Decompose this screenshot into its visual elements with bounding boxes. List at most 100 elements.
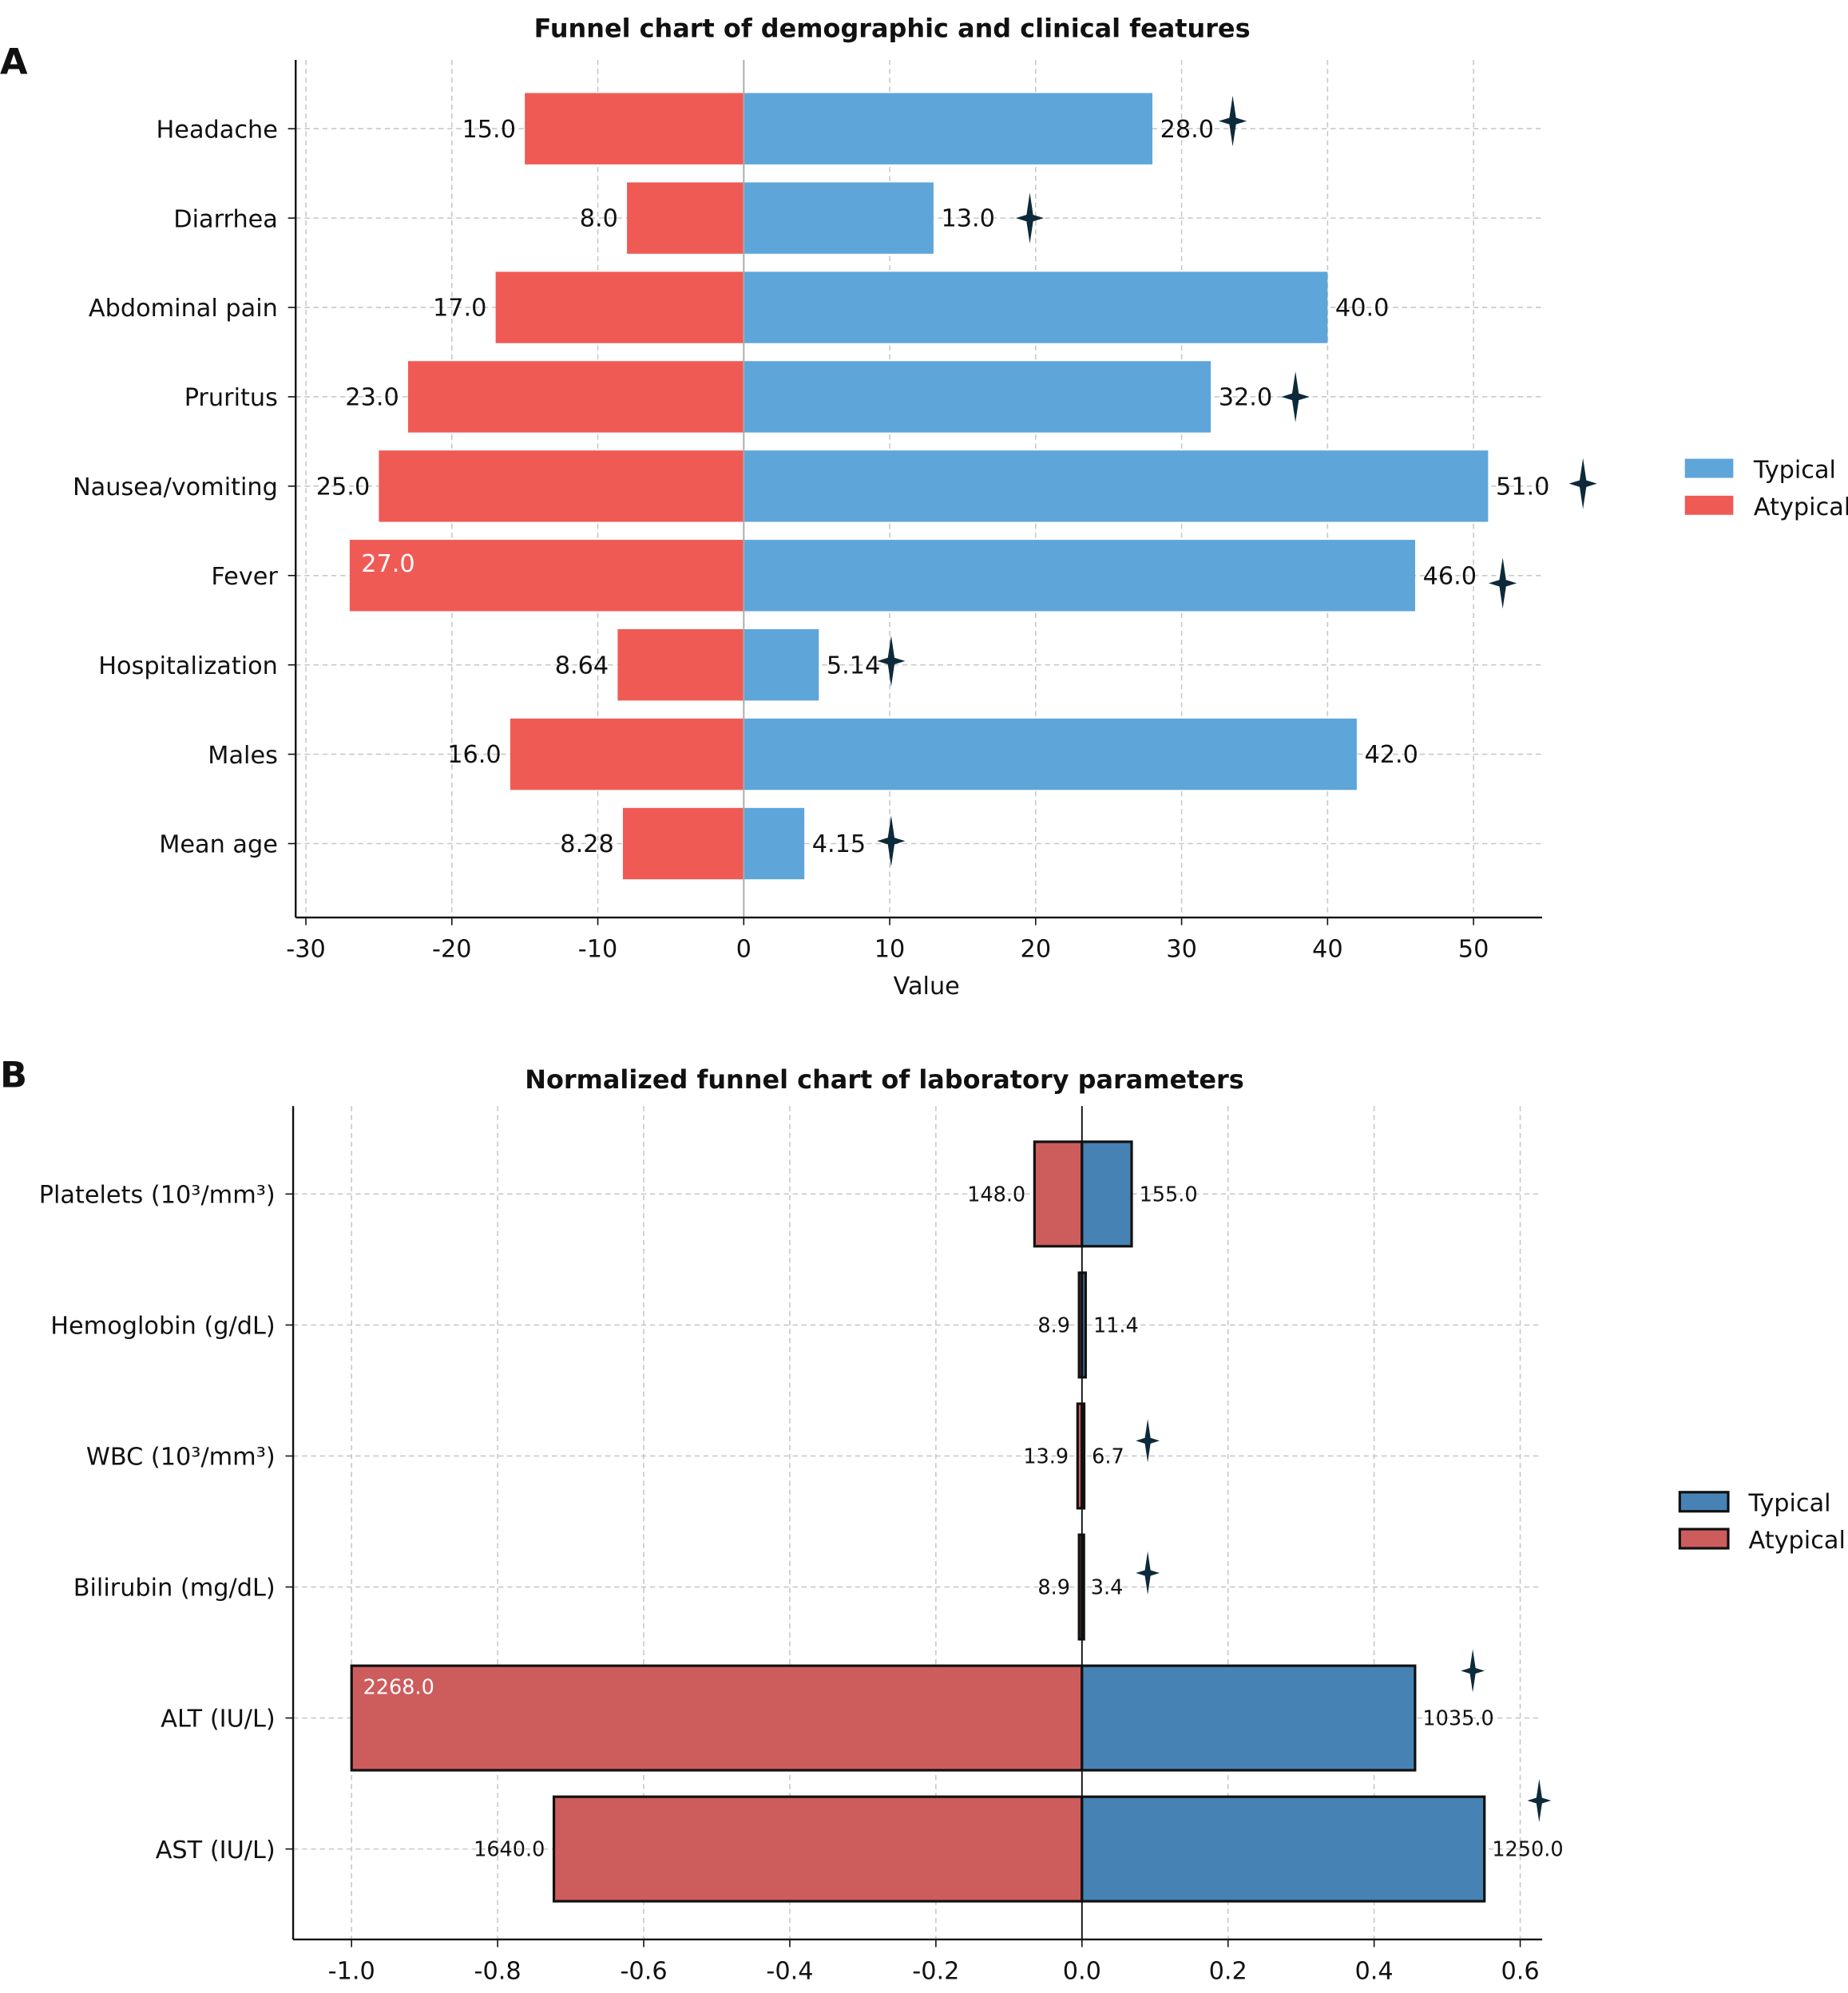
value-label-typical: 13.0 — [941, 205, 994, 233]
legend-label-atypical: Atypical — [1749, 1527, 1846, 1555]
value-label-atypical: 25.0 — [316, 473, 371, 501]
tick-label-x: -0.8 — [474, 1957, 521, 1985]
significance-star-icon — [1218, 95, 1247, 147]
tick-label-x: 50 — [1458, 936, 1489, 964]
bar-typical — [1081, 1664, 1417, 1772]
value-label-typical: 1250.0 — [1492, 1838, 1563, 1862]
tick-label-x: 0.2 — [1209, 1957, 1247, 1985]
value-label-typical: 51.0 — [1496, 473, 1550, 501]
bar-typical — [1081, 1795, 1486, 1903]
value-label-atypical: 8.9 — [1037, 1575, 1070, 1599]
chart-a: 28.0 15.0 Headache 13.0 8.0 Diarrhea 40.0 17.0 A… — [73, 60, 1848, 1000]
tick-label-x: 20 — [1021, 936, 1052, 964]
tick-label-x: 0 — [736, 936, 751, 964]
bar-typical — [744, 361, 1212, 433]
category-label: AST (IU/L) — [156, 1836, 276, 1864]
value-label-typical: 155.0 — [1140, 1183, 1198, 1206]
legend-label-typical: Typical — [1753, 456, 1836, 484]
category-label: Abdominal pain — [89, 295, 278, 323]
tick-label-x: -0.2 — [912, 1957, 959, 1985]
significance-star-icon — [1015, 192, 1045, 244]
category-label: WBC (10³/mm³) — [86, 1444, 276, 1472]
legend-swatch-typical — [1678, 1491, 1730, 1513]
value-label-typical: 28.0 — [1160, 116, 1215, 144]
value-label-typical: 46.0 — [1423, 562, 1477, 590]
bar-atypical — [407, 361, 744, 433]
value-label-atypical: 148.0 — [967, 1183, 1025, 1206]
chart-b-title: Normalized funnel chart of laboratory pa… — [525, 1064, 1243, 1095]
value-label-atypical: 13.9 — [1023, 1444, 1069, 1468]
bar-atypical — [525, 93, 744, 164]
tick-label-x: 10 — [874, 936, 906, 964]
bar-typical — [1081, 1140, 1133, 1248]
bar-typical — [744, 93, 1153, 164]
category-label: Fever — [211, 563, 278, 591]
bar-typical — [744, 450, 1489, 522]
bar-atypical — [617, 628, 744, 701]
tick-label-x: -0.4 — [766, 1957, 813, 1985]
bar-atypical — [622, 807, 744, 880]
value-label-atypical: 2268.0 — [363, 1675, 434, 1699]
legend-swatch-atypical — [1684, 495, 1734, 515]
category-label: Platelets (10³/mm³) — [39, 1182, 276, 1210]
category-label: Bilirubin (mg/dL) — [73, 1575, 276, 1603]
category-label: Males — [208, 742, 278, 770]
category-label: Hospitalization — [98, 652, 278, 680]
significance-star-icon — [1281, 371, 1310, 422]
value-label-atypical: 27.0 — [361, 550, 414, 578]
value-label-atypical: 15.0 — [462, 116, 516, 144]
value-label-atypical: 1640.0 — [474, 1838, 545, 1862]
value-label-atypical: 16.0 — [447, 741, 502, 769]
bar-atypical — [349, 540, 744, 612]
value-label-typical: 3.4 — [1091, 1575, 1124, 1599]
value-label-atypical: 8.28 — [560, 830, 614, 858]
significance-star-icon — [1489, 557, 1517, 609]
bar-typical — [744, 628, 819, 701]
legend-swatch-atypical — [1678, 1527, 1730, 1550]
significance-star-icon — [1527, 1778, 1552, 1823]
category-label: Mean age — [159, 831, 278, 859]
value-label-typical: 5.14 — [827, 652, 881, 680]
legend-swatch-typical — [1684, 458, 1734, 478]
category-label: Pruritus — [184, 384, 278, 412]
category-label: Hemoglobin (g/dL) — [50, 1313, 275, 1341]
value-label-typical: 1035.0 — [1422, 1707, 1493, 1731]
tick-label-x: 40 — [1312, 936, 1343, 964]
tick-label-x: -1.0 — [328, 1957, 375, 1985]
panel-label-b: B — [0, 1054, 27, 1096]
bar-typical — [744, 182, 934, 254]
bar-atypical — [350, 1664, 1084, 1772]
significance-star-icon — [877, 635, 906, 687]
value-label-atypical: 8.64 — [555, 652, 609, 680]
chart-b: 155.0 148.0 Platelets (10³/mm³) 11.4 8.9 Hemo… — [39, 1106, 1846, 1985]
bar-typical — [744, 540, 1415, 612]
value-label-typical: 4.15 — [812, 830, 866, 858]
tick-label-x: 0.4 — [1355, 1957, 1394, 1985]
value-label-atypical: 23.0 — [345, 384, 399, 412]
category-label: Nausea/vomiting — [73, 473, 278, 501]
tick-label-x: -0.6 — [620, 1957, 667, 1985]
significance-star-icon — [1136, 1551, 1160, 1595]
bar-atypical — [510, 718, 744, 790]
tick-label-x: -10 — [578, 936, 618, 964]
bar-typical — [744, 271, 1328, 343]
tick-label-x: 0.6 — [1501, 1957, 1539, 1985]
tick-label-x: 0.0 — [1063, 1957, 1101, 1985]
value-label-atypical: 8.9 — [1037, 1313, 1070, 1337]
significance-star-icon — [1136, 1419, 1160, 1463]
x-axis-label: Value — [894, 973, 960, 1000]
panel-label-a: A — [0, 42, 28, 83]
value-label-atypical: 17.0 — [433, 295, 487, 323]
value-label-typical: 6.7 — [1092, 1444, 1124, 1468]
bar-atypical — [552, 1795, 1084, 1903]
significance-star-icon — [877, 815, 906, 867]
tick-label-x: -20 — [432, 936, 472, 964]
significance-star-icon — [1568, 458, 1597, 509]
value-label-typical: 32.0 — [1219, 384, 1273, 412]
significance-star-icon — [1461, 1649, 1485, 1693]
bar-typical — [744, 718, 1357, 790]
value-label-typical: 11.4 — [1093, 1313, 1139, 1337]
legend-label-atypical: Atypical — [1754, 493, 1848, 521]
value-label-typical: 42.0 — [1364, 741, 1418, 769]
